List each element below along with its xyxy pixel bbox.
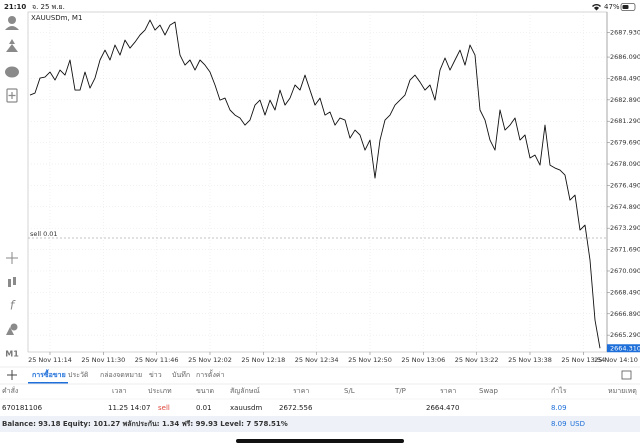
y-tick-label: 2665.290 [610, 331, 640, 339]
add-button[interactable] [7, 370, 17, 380]
account-summary: Balance: 93.18 Equity: 101.27 พลักประกัน… [2, 420, 288, 428]
account-icon-body [5, 26, 19, 30]
y-tick-label: 2678.090 [610, 160, 640, 168]
signals-icon[interactable] [6, 39, 18, 52]
left-toolbar: f M1 [5, 16, 19, 359]
table-header: คำสั่ง เวลา ประเภท ขนาด สัญลักษณ์ ราคา S/L T/P ร… [2, 386, 637, 395]
column-header: ราคา [440, 387, 456, 395]
column-header: ราคา [293, 387, 309, 395]
x-tick-label: 25 Nov 14:10 [594, 356, 638, 364]
order-volume: 0.01 [196, 404, 212, 412]
column-header: สัญลักษณ์ [230, 387, 260, 395]
order-id[interactable]: 670181106 [2, 404, 43, 412]
y-tick-label: 2673.290 [610, 224, 640, 232]
column-header: เวลา [112, 387, 127, 395]
y-tick-label: 2666.890 [610, 310, 640, 318]
column-header: ประเภท [148, 387, 172, 395]
column-header: ขนาด [196, 387, 214, 395]
status-date: จ. 25 พ.ย. [32, 3, 65, 11]
total-profit: 8.09 [551, 420, 567, 428]
tab[interactable]: ประวัติ [68, 371, 89, 379]
objects-icon-2 [6, 327, 14, 335]
column-header: S/L [344, 387, 355, 395]
x-tick-label: 25 Nov 12:18 [241, 356, 285, 364]
chart-frame [27, 11, 608, 353]
x-tick-label: 25 Nov 13:22 [455, 356, 499, 364]
layout-button[interactable] [621, 370, 632, 380]
y-tick-label: 2684.490 [610, 74, 640, 82]
chart-symbol: XAUUSDm, M1 [31, 14, 82, 22]
current-price-box [607, 344, 640, 353]
tab[interactable]: การตั้งค่า [196, 368, 225, 379]
indicators-icon[interactable]: f [10, 299, 16, 313]
crosshair-icon[interactable] [6, 252, 18, 264]
candles-icon[interactable] [8, 279, 11, 287]
order-open-price: 2672.556 [279, 404, 313, 412]
column-header: Swap [479, 387, 498, 395]
battery-icon [620, 3, 636, 11]
tab[interactable]: ข่าว [149, 371, 162, 379]
order-symbol: xauusdm [230, 404, 262, 412]
currency: USD [570, 420, 585, 428]
y-tick-label: 2671.690 [610, 246, 640, 254]
x-tick-label: 25 Nov 12:34 [295, 356, 339, 364]
y-tick-label: 2670.090 [610, 267, 640, 275]
status-time: 21:10 [4, 3, 26, 11]
y-tick-label: 2668.490 [610, 288, 640, 296]
tab[interactable]: บันทึก [172, 370, 190, 379]
active-tab-indicator [28, 382, 68, 384]
footer-bar [0, 416, 640, 432]
y-tick-label: 2687.930 [610, 28, 640, 36]
timeframe-button[interactable]: M1 [5, 350, 19, 359]
objects-icon[interactable] [10, 323, 18, 331]
column-header: คำสั่ง [2, 386, 18, 395]
x-tick-label: 25 Nov 13:54 [561, 356, 605, 364]
column-header: กำไร [551, 386, 567, 395]
new-order-plus [8, 92, 16, 99]
tab[interactable]: กล่องจดหมาย [100, 371, 142, 379]
home-indicator [236, 439, 404, 443]
price-line [29, 19, 601, 349]
battery-level: 47% [604, 3, 620, 11]
x-tick-label: 25 Nov 13:38 [508, 356, 552, 364]
y-tick-label: 2681.290 [610, 117, 640, 125]
x-tick-label: 25 Nov 12:02 [188, 356, 232, 364]
order-price: 2664.470 [426, 404, 459, 412]
candles-icon-2 [13, 277, 16, 285]
battery-fill [622, 5, 629, 9]
order-line-label: sell 0.01 [30, 230, 58, 238]
order-profit: 8.09 [551, 404, 567, 412]
column-header: T/P [394, 387, 406, 395]
y-tick-label: 2682.890 [610, 96, 640, 104]
x-tick-label: 25 Nov 13:06 [401, 356, 445, 364]
current-price-label: 2664.310 [610, 344, 640, 352]
x-tick-label: 25 Nov 11:14 [28, 356, 72, 364]
chat-icon[interactable] [5, 66, 19, 78]
x-tick-label: 25 Nov 11:30 [81, 356, 125, 364]
account-icon[interactable] [8, 16, 16, 24]
y-tick-label: 2686.090 [610, 53, 640, 61]
x-tick-label: 25 Nov 12:50 [348, 356, 392, 364]
x-tick-label: 25 Nov 11:46 [135, 356, 179, 364]
y-tick-label: 2676.490 [610, 181, 640, 189]
y-tick-label: 2679.690 [610, 139, 640, 147]
wifi-icon [592, 3, 601, 11]
new-order-icon[interactable] [6, 88, 18, 103]
order-type: sell [158, 404, 170, 412]
y-tick-label: 2674.890 [610, 203, 640, 211]
order-time: 11.25 14:07 [108, 404, 150, 412]
column-header: หมายเหตุ [608, 387, 637, 395]
tab[interactable]: การซื้อขาย [32, 368, 66, 379]
